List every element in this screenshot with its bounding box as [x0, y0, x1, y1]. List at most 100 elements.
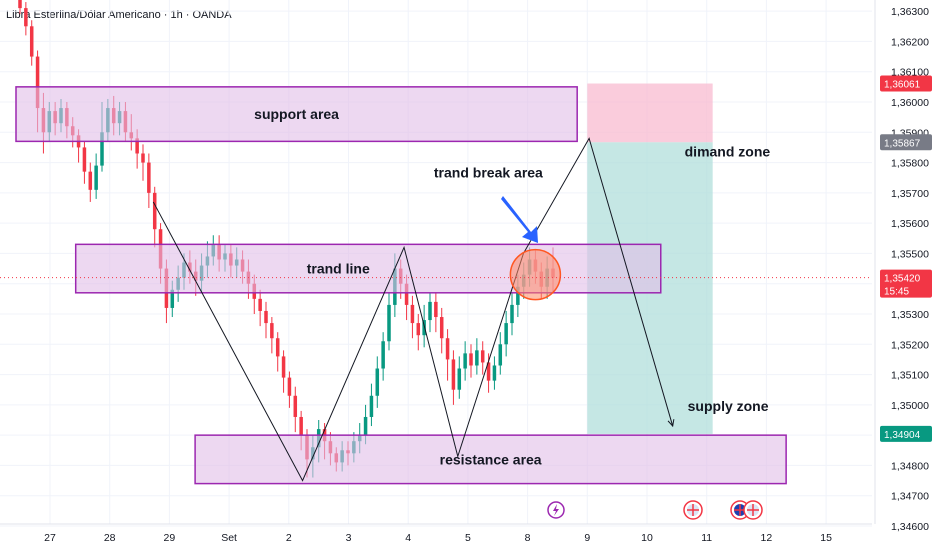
stop-loss-zone	[587, 83, 713, 143]
candle-body	[88, 171, 93, 190]
flag-icon	[683, 500, 703, 520]
annotation-label: trand break area	[434, 165, 543, 181]
candle-body	[270, 323, 274, 339]
candle-body	[434, 301, 438, 318]
zone-rectangle	[15, 86, 578, 143]
candle-body	[439, 317, 444, 339]
time-tick-label: 2	[286, 532, 292, 544]
projection-line	[152, 137, 674, 482]
time-axis[interactable]: 27 28 29 Set 2 3 4 5 8 9 10 11 12 15	[0, 523, 872, 544]
zone-rectangle	[194, 434, 787, 485]
candle-body	[486, 362, 491, 381]
price-tick-label: 1,35500	[891, 248, 929, 260]
candle-body	[404, 283, 409, 305]
break-circle	[509, 248, 562, 301]
event-icons[interactable]	[547, 500, 763, 520]
price-tag-label: 1,36061	[884, 80, 921, 91]
candle-body	[94, 165, 98, 190]
zone-label: resistance area	[440, 451, 542, 467]
time-tick-label: 8	[525, 532, 531, 544]
candle-body	[492, 365, 497, 381]
time-tick-label: 27	[44, 532, 56, 544]
candle-body	[445, 338, 450, 360]
price-tick-label: 1,35600	[891, 218, 929, 230]
candle-body	[381, 341, 385, 369]
price-tag-label: 1,34904	[884, 430, 921, 441]
price-tick-label: 1,36000	[891, 97, 929, 109]
candle-body	[369, 395, 374, 417]
time-tick-label: 3	[346, 532, 352, 544]
zone-rectangle	[74, 243, 662, 294]
candle-body	[299, 416, 303, 436]
candle-body	[293, 395, 298, 417]
lightning-bolt	[553, 504, 559, 516]
candle-body	[35, 56, 40, 109]
price-tick-label: 1,35200	[891, 339, 929, 351]
price-tag	[880, 75, 932, 92]
price-tick-label: 1,36200	[891, 36, 929, 48]
annotation-label: supply zone	[688, 398, 769, 414]
price-tick-label: 1,34700	[891, 491, 929, 503]
chart-title: Libra Esterlina/Dólar Americano · 1h · O…	[6, 9, 232, 21]
time-tick-label: 28	[104, 532, 116, 544]
candle-body	[504, 323, 508, 345]
candle-body	[100, 132, 104, 166]
candle-body	[498, 344, 503, 366]
break-arrow	[501, 196, 538, 243]
price-tick-label: 1,35300	[891, 309, 929, 321]
candle-body	[287, 377, 292, 396]
price-tick-label: 1,34800	[891, 460, 929, 472]
candle-body	[516, 286, 520, 305]
time-tick-label: 4	[405, 532, 411, 544]
projection-arrowhead	[667, 419, 675, 428]
price-tag	[880, 269, 932, 298]
candle-body	[416, 323, 421, 336]
candle-body	[387, 304, 391, 342]
candle-body	[480, 350, 485, 363]
candle-body	[510, 304, 514, 324]
price-tick-label: 1,35000	[891, 400, 929, 412]
zone-rectangles[interactable]: support area trand line resistance area	[15, 86, 787, 485]
candle-body	[29, 26, 34, 57]
candle-body	[275, 338, 280, 357]
price-tick-label: 1,35100	[891, 370, 929, 382]
price-tag	[880, 134, 932, 151]
price-tag-label: 1,35867	[884, 138, 921, 149]
price-tag-label: 1,35420	[884, 274, 921, 285]
price-tick-label: 1,36300	[891, 6, 929, 18]
projection-path[interactable]	[152, 137, 675, 482]
time-tick-label: 11	[701, 532, 712, 544]
candle-body	[463, 353, 467, 369]
candle-body	[469, 353, 473, 366]
price-tick-label: 1,35700	[891, 188, 929, 200]
time-tick-label: Set	[221, 532, 237, 544]
zone-label: trand line	[307, 261, 370, 277]
time-tick-label: 10	[641, 532, 653, 544]
candle-body	[141, 153, 145, 163]
candle-body	[281, 356, 286, 378]
candle-body	[24, 8, 28, 27]
time-tick-label: 12	[761, 532, 773, 544]
candle-body	[258, 298, 262, 311]
candle-body	[375, 368, 380, 396]
candle-body	[475, 350, 479, 366]
candle-body	[152, 192, 157, 230]
price-axis[interactable]: 1,363001,362001,361001,360001,359001,358…	[874, 0, 932, 533]
candle-body	[147, 162, 151, 193]
price-tick-label: 1,34600	[891, 521, 929, 533]
candle-body	[170, 289, 175, 308]
time-tick-label: 15	[820, 532, 832, 544]
flag-icon	[743, 500, 763, 520]
annotation-label: dimand zone	[685, 144, 771, 160]
price-tag-time: 15:45	[884, 287, 909, 298]
annotation-layer[interactable]: trand break area dimand zone supply zone	[0, 144, 872, 414]
price-tick-label: 1,35800	[891, 158, 929, 170]
candle-body	[457, 368, 462, 390]
lightning-icon	[547, 501, 565, 519]
candle-body	[428, 301, 432, 321]
candle-body	[422, 320, 426, 336]
zone-label: support area	[254, 106, 339, 122]
time-tick-label: 9	[584, 532, 590, 544]
candle-body	[264, 310, 268, 324]
